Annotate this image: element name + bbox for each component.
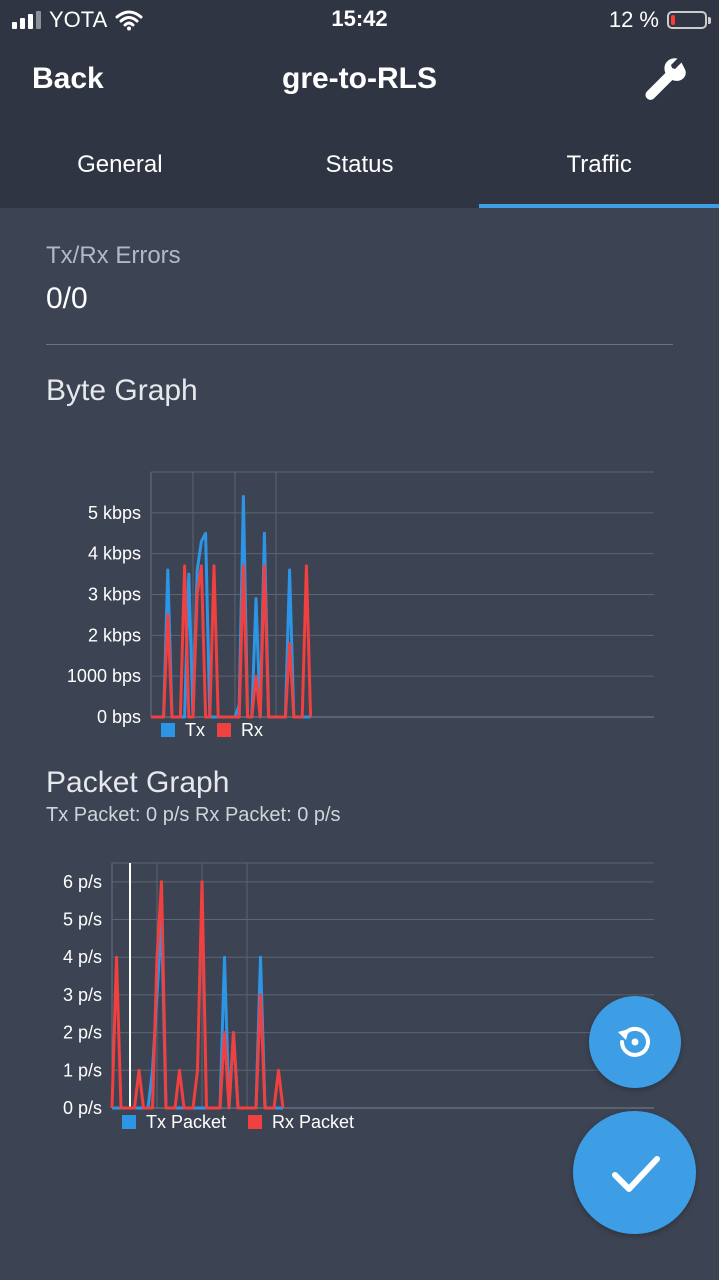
packet-graph: 0 p/s 1 p/s 2 p/s 3 p/s 4 p/s 5 p/s 6 p/s Tx Pa… — [0, 852, 719, 1142]
legend-swatch — [122, 1115, 136, 1129]
legend-label: Tx — [185, 720, 205, 740]
divider — [46, 344, 673, 345]
battery-icon — [667, 11, 711, 29]
byte-graph: 0 bps 1000 bps 2 kbps 3 kbps 4 kbps 5 kbps Tx R… — [0, 460, 719, 750]
battery-percentage: 12 % — [608, 7, 659, 32]
packet-graph-title: Packet Graph — [46, 766, 230, 799]
tab-bar: General Status Traffic — [0, 124, 719, 208]
wrench-icon[interactable] — [641, 56, 689, 104]
tab-traffic[interactable]: Traffic — [479, 124, 719, 208]
y-tick-label: 2 kbps — [88, 625, 141, 645]
y-tick-label: 6 p/s — [63, 872, 102, 892]
status-bar: YOTA 15:42 12 % — [0, 0, 719, 40]
packet-graph-subtitle: Tx Packet: 0 p/s Rx Packet: 0 p/s — [46, 804, 341, 826]
clock: 15:42 — [331, 6, 388, 31]
navigation-bar: Back gre-to-RLS — [0, 40, 719, 124]
legend-label: Rx — [241, 720, 263, 740]
series-line-rx — [151, 564, 313, 719]
legend-swatch — [248, 1115, 262, 1129]
reset-button[interactable] — [589, 996, 681, 1088]
status-bar-left: YOTA — [12, 6, 143, 34]
y-tick-label: 4 kbps — [88, 544, 141, 564]
y-tick-label: 3 kbps — [88, 585, 141, 605]
y-tick-label: 2 p/s — [63, 1023, 102, 1043]
y-tick-label: 0 p/s — [63, 1098, 102, 1118]
y-tick-label: 3 p/s — [63, 985, 102, 1005]
legend-label: Rx Packet — [272, 1112, 354, 1132]
byte-graph-svg: 0 bps 1000 bps 2 kbps 3 kbps 4 kbps 5 kbps Tx R… — [67, 471, 654, 740]
y-tick-label: 5 p/s — [63, 910, 102, 930]
legend-label: Tx Packet — [146, 1112, 226, 1132]
page-title: gre-to-RLS — [282, 62, 437, 95]
tab-status[interactable]: Status — [325, 151, 394, 178]
y-tick-label: 4 p/s — [63, 947, 102, 967]
legend-swatch — [217, 723, 231, 737]
series-line-rx-packet — [110, 880, 285, 1110]
errors-label: Tx/Rx Errors — [46, 242, 181, 269]
y-tick-label: 1000 bps — [67, 666, 141, 686]
battery-level-fill — [671, 15, 675, 25]
confirm-button[interactable] — [573, 1111, 696, 1234]
cellular-signal-icon — [12, 11, 41, 29]
legend-swatch — [161, 723, 175, 737]
y-tick-label: 0 bps — [97, 707, 141, 727]
packet-graph-svg: 0 p/s 1 p/s 2 p/s 3 p/s 4 p/s 5 p/s 6 p/s Tx Pa… — [63, 862, 654, 1132]
errors-value: 0/0 — [46, 282, 88, 315]
byte-graph-title: Byte Graph — [46, 374, 198, 407]
y-tick-label: 1 p/s — [63, 1060, 102, 1080]
checkmark-icon — [611, 1155, 660, 1192]
wifi-icon — [115, 10, 143, 31]
history-reset-icon — [618, 1026, 650, 1057]
y-tick-label: 5 kbps — [88, 503, 141, 523]
status-bar-right: 12 % — [608, 6, 711, 34]
tab-general[interactable]: General — [77, 151, 163, 178]
carrier-name: YOTA — [49, 7, 108, 32]
back-button[interactable]: Back — [32, 62, 104, 95]
